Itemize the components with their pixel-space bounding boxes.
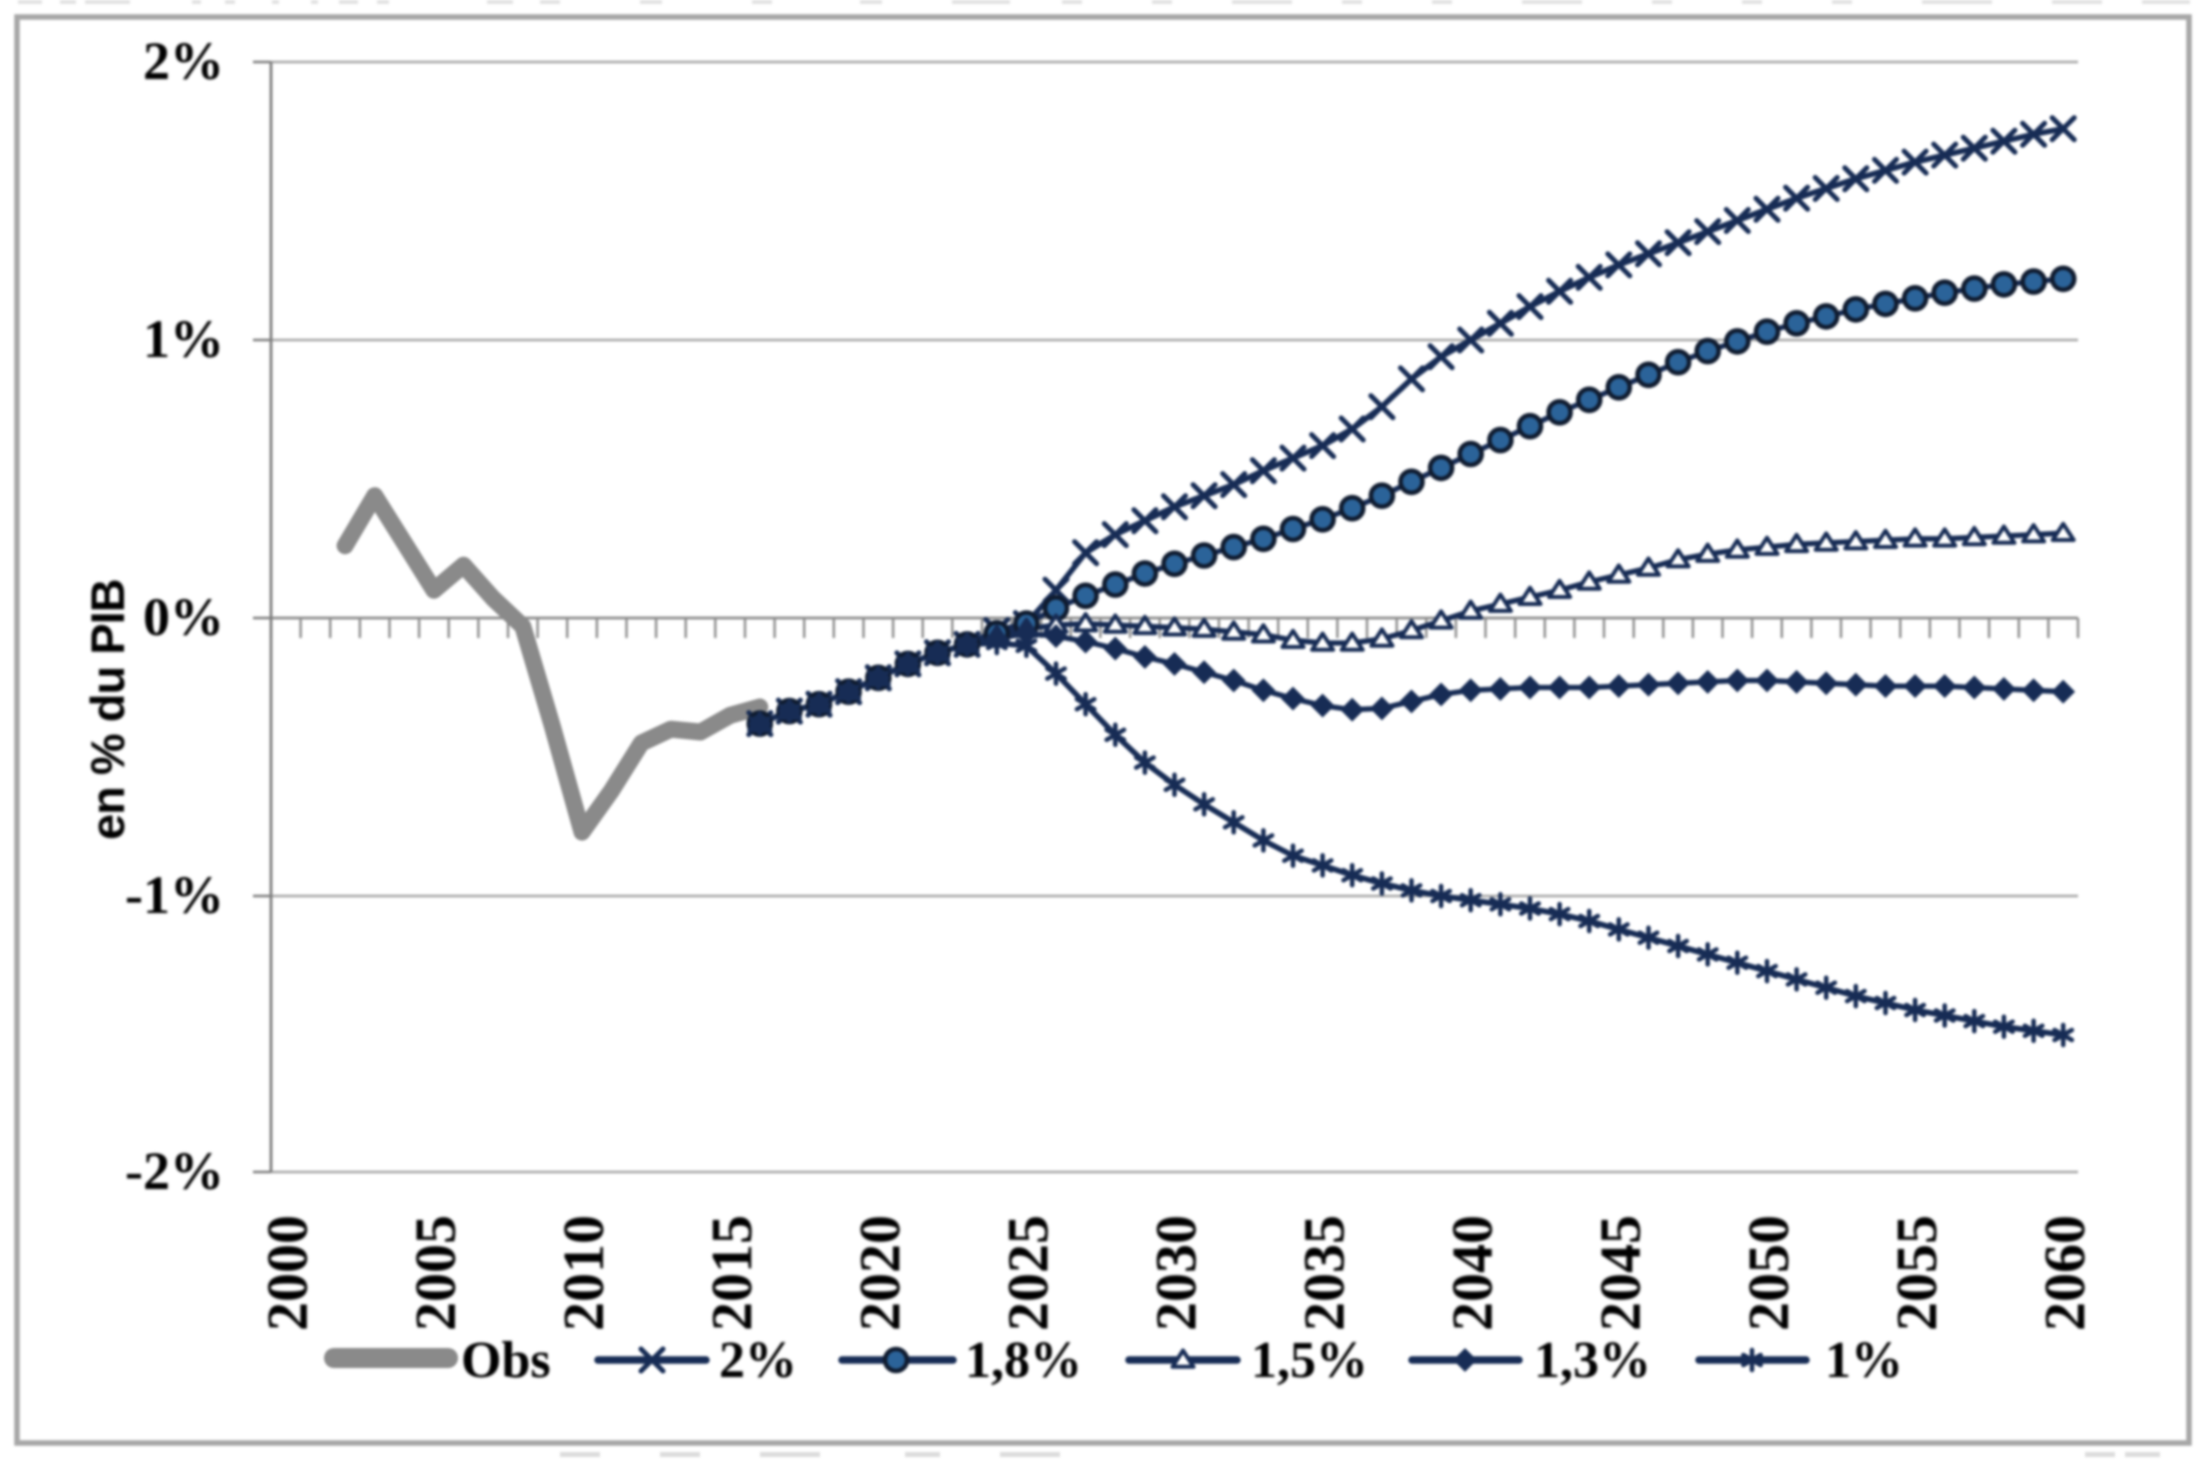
svg-text:2015: 2015 [699, 1215, 764, 1331]
svg-text:0%: 0% [143, 587, 224, 647]
svg-text:2005: 2005 [403, 1215, 468, 1331]
svg-text:1%: 1% [1825, 1332, 1903, 1389]
svg-text:2%: 2% [143, 31, 224, 91]
svg-text:2040: 2040 [1440, 1215, 1505, 1331]
svg-text:2000: 2000 [255, 1215, 320, 1331]
svg-text:2010: 2010 [551, 1215, 616, 1331]
svg-text:-2%: -2% [125, 1141, 224, 1201]
svg-text:2035: 2035 [1292, 1215, 1357, 1331]
svg-text:2020: 2020 [847, 1215, 912, 1331]
svg-text:2030: 2030 [1144, 1215, 1209, 1331]
svg-text:1,5%: 1,5% [1251, 1332, 1368, 1389]
svg-text:2055: 2055 [1884, 1215, 1949, 1331]
svg-text:Obs: Obs [461, 1332, 551, 1389]
svg-text:2045: 2045 [1588, 1215, 1653, 1331]
svg-text:-1%: -1% [125, 865, 224, 925]
svg-text:en % du PIB: en % du PIB [81, 579, 134, 840]
svg-text:2060: 2060 [2032, 1215, 2097, 1331]
svg-text:2050: 2050 [1736, 1215, 1801, 1331]
svg-text:1,8%: 1,8% [965, 1332, 1082, 1389]
svg-text:2025: 2025 [995, 1215, 1060, 1331]
svg-text:1%: 1% [143, 309, 224, 369]
svg-text:2%: 2% [719, 1332, 797, 1389]
svg-text:1,3%: 1,3% [1534, 1332, 1651, 1389]
